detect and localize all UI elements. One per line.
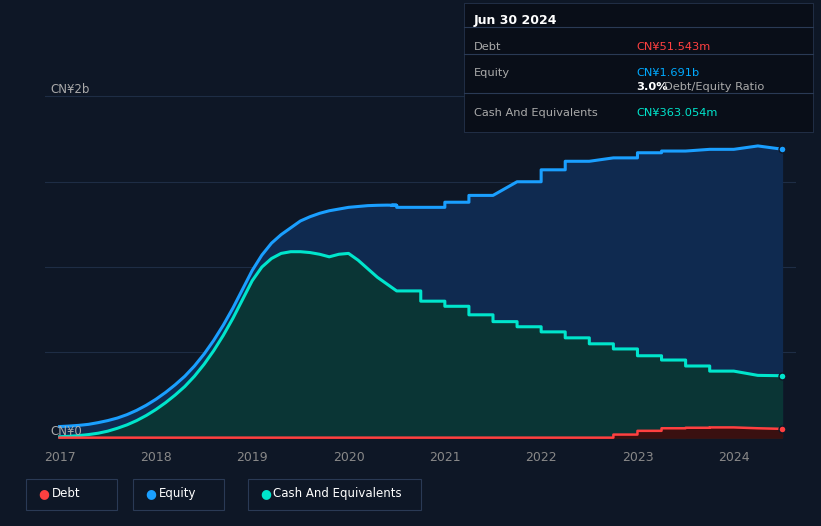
Text: Cash And Equivalents: Cash And Equivalents (273, 487, 402, 500)
Text: CN¥2b: CN¥2b (50, 84, 89, 96)
Text: Debt/Equity Ratio: Debt/Equity Ratio (664, 82, 764, 92)
Text: Jun 30 2024: Jun 30 2024 (474, 14, 557, 27)
Text: ●: ● (39, 487, 49, 500)
Text: Equity: Equity (474, 68, 510, 78)
Text: CN¥1.691b: CN¥1.691b (636, 68, 699, 78)
Text: Debt: Debt (52, 487, 80, 500)
Text: Debt: Debt (474, 42, 501, 52)
Text: CN¥363.054m: CN¥363.054m (636, 108, 718, 118)
Text: ●: ● (260, 487, 271, 500)
Text: Equity: Equity (158, 487, 196, 500)
Text: ●: ● (145, 487, 156, 500)
Text: 3.0%: 3.0% (636, 82, 668, 92)
Text: CN¥51.543m: CN¥51.543m (636, 42, 710, 52)
Text: CN¥0: CN¥0 (50, 424, 82, 438)
Text: Cash And Equivalents: Cash And Equivalents (474, 108, 598, 118)
